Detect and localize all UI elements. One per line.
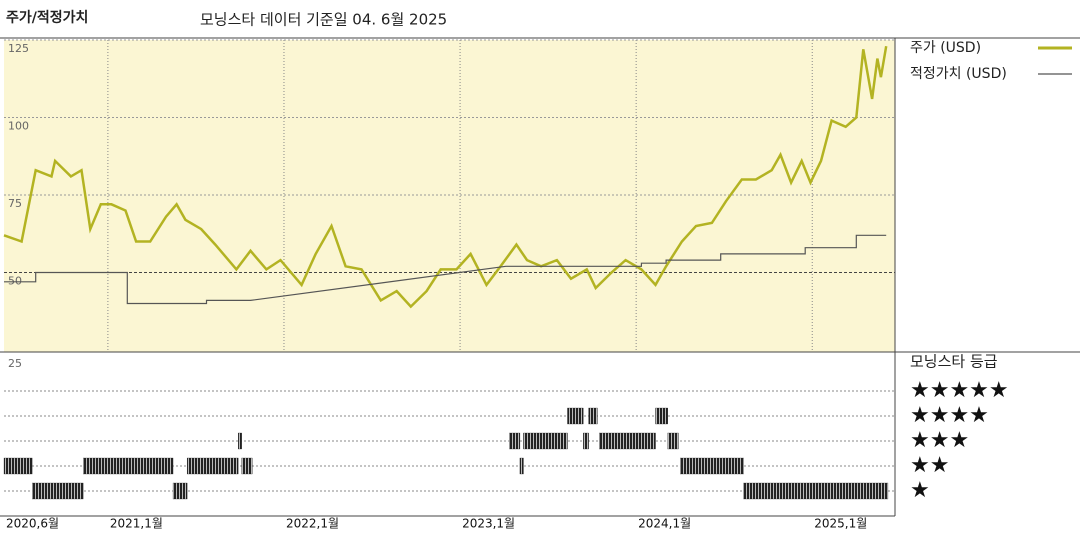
- x-tick-label: 2025,1월: [814, 517, 867, 531]
- series-line: [4, 234, 887, 305]
- x-tick-label: 2023,1월: [462, 517, 515, 531]
- legend-label: 적정가치 (USD): [910, 66, 1007, 82]
- rating-bar: [583, 432, 589, 450]
- legend-label: 주가 (USD): [910, 40, 981, 56]
- x-tick-label: 2022,1월: [286, 517, 339, 531]
- rating-bar: [83, 457, 174, 475]
- chart-subtitle: 모닝스타 데이터 기준일 04. 6월 2025: [200, 11, 447, 29]
- rating-bar: [238, 432, 242, 450]
- y-tick-label: 125: [8, 42, 29, 55]
- rating-bar: [680, 457, 744, 475]
- rating-bar: [655, 407, 668, 425]
- rating-level-label: ★★★★: [910, 403, 989, 428]
- rating-bar: [3, 457, 33, 475]
- plot: 2020,6월 2021,1월 2022,1월 2023,1월 2024,1월 2025,…: [3, 39, 895, 531]
- rating-bar: [519, 457, 524, 475]
- rating-bar: [567, 407, 584, 425]
- rating-level-label: ★: [910, 478, 930, 503]
- rating-level-label: ★★★: [910, 428, 969, 453]
- rating-bar: [32, 482, 84, 500]
- rating-bar: [599, 432, 656, 450]
- y-tick-label: 100: [8, 120, 29, 133]
- rating-title: 모닝스타 등급: [910, 353, 998, 371]
- rating-level-label: ★★★★★: [910, 378, 1009, 403]
- x-tick-label: 2020,6월: [6, 517, 59, 531]
- chart-title: 주가/적정가치: [6, 9, 88, 26]
- rating-level-label: ★★: [910, 453, 949, 478]
- rating-bar: [241, 457, 253, 475]
- rating-bar: [523, 432, 568, 450]
- rating-bar: [186, 457, 239, 475]
- x-tick-label: 2024,1월: [638, 517, 691, 531]
- rating-bar: [588, 407, 598, 425]
- corner-label: 25: [8, 357, 22, 370]
- x-tick-label: 2021,1월: [110, 517, 163, 531]
- rating-bar: [172, 482, 188, 500]
- rating-bar: [667, 432, 679, 450]
- rating-bar: [509, 432, 521, 450]
- rating-bar: [743, 482, 889, 500]
- y-tick-label: 50: [8, 275, 22, 288]
- plot-background: [4, 40, 895, 352]
- y-tick-label: 75: [8, 197, 22, 210]
